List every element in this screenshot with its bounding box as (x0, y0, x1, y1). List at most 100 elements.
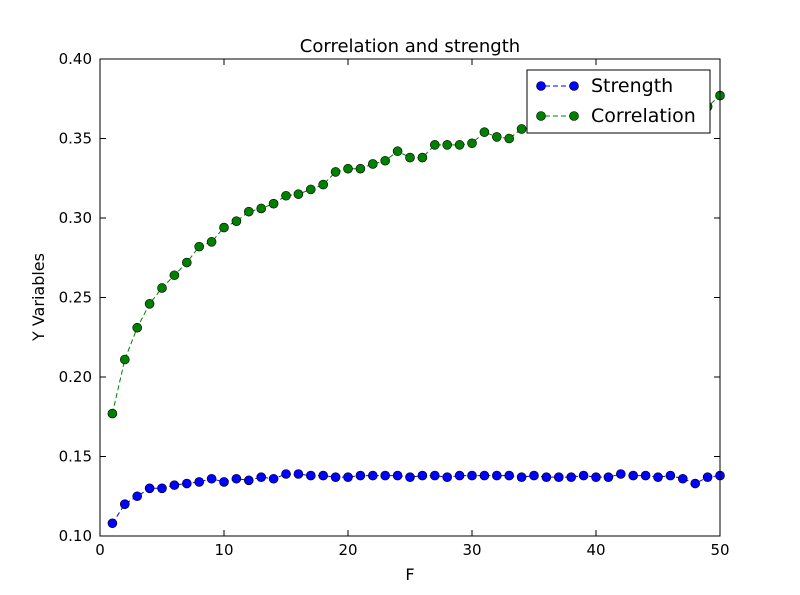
data-point-strength (417, 470, 428, 481)
data-point-strength (157, 483, 167, 494)
y-tick-label: 0.35 (59, 130, 92, 148)
data-point-correlation (219, 222, 229, 233)
data-point-strength (603, 472, 614, 482)
data-point-correlation (281, 190, 291, 201)
y-tick-label: 0.10 (59, 527, 92, 545)
data-point-strength (169, 480, 180, 490)
data-point-strength (231, 473, 242, 484)
data-point-strength (690, 478, 701, 489)
data-point-correlation (194, 241, 204, 252)
data-point-correlation (318, 179, 329, 190)
data-point-strength (206, 473, 217, 484)
data-point-correlation (132, 322, 142, 333)
y-tick-label: 0.25 (59, 289, 92, 307)
data-point-strength (429, 470, 440, 481)
data-point-strength (591, 472, 601, 482)
data-point-strength (553, 472, 564, 482)
data-point-correlation (256, 203, 267, 214)
data-point-strength (479, 470, 490, 481)
data-point-correlation (429, 140, 440, 150)
data-point-strength (194, 477, 204, 487)
data-point-strength (330, 472, 341, 482)
data-point-strength (566, 472, 577, 482)
data-point-strength (677, 473, 688, 484)
data-point-strength (367, 470, 378, 481)
data-point-strength (392, 470, 403, 481)
data-point-strength (615, 469, 626, 479)
data-point-strength (442, 472, 453, 482)
data-point-correlation (293, 189, 304, 199)
data-point-strength (182, 478, 192, 489)
data-point-correlation (244, 206, 254, 217)
data-point-correlation (367, 159, 378, 169)
data-point-correlation (157, 283, 167, 293)
data-point-strength (355, 470, 366, 481)
x-tick-label: 40 (586, 541, 605, 559)
data-point-strength (640, 470, 651, 481)
data-point-correlation (268, 198, 279, 209)
data-point-correlation (120, 354, 130, 365)
data-point-correlation (504, 133, 515, 144)
data-point-correlation (491, 132, 502, 142)
data-point-correlation (380, 155, 391, 166)
data-point-correlation (206, 237, 217, 247)
data-point-strength (380, 470, 391, 481)
data-point-strength (665, 470, 676, 481)
data-point-correlation (442, 140, 453, 150)
data-point-correlation (305, 184, 316, 195)
data-point-strength (529, 470, 539, 481)
x-axis-label: F (405, 565, 414, 584)
data-point-correlation (454, 140, 465, 150)
data-point-strength (144, 483, 155, 494)
data-point-strength (541, 472, 552, 482)
y-tick-label: 0.30 (59, 209, 92, 227)
data-point-strength (467, 470, 477, 481)
legend-label-strength: Strength (591, 75, 673, 97)
data-point-correlation (355, 163, 366, 174)
data-point-strength (305, 470, 316, 481)
data-point-correlation (182, 257, 192, 268)
data-point-strength (516, 472, 527, 482)
data-point-strength (219, 477, 229, 487)
data-point-correlation (231, 216, 242, 226)
data-point-strength (120, 499, 130, 510)
y-tick-label: 0.40 (59, 50, 92, 68)
series-line-strength (111, 473, 721, 524)
data-point-correlation (417, 152, 428, 163)
legend-marker-strength (536, 81, 546, 91)
data-point-correlation (392, 146, 403, 157)
data-point-correlation (479, 127, 490, 137)
data-point-correlation (330, 167, 341, 177)
data-point-strength (244, 475, 254, 486)
data-point-strength (628, 470, 639, 481)
legend-label-correlation: Correlation (591, 105, 696, 127)
data-point-correlation (169, 270, 180, 281)
data-point-strength (132, 491, 142, 502)
data-point-strength (268, 473, 279, 484)
legend-box (526, 69, 711, 134)
chart-title: Correlation and strength (300, 36, 520, 57)
data-point-strength (702, 472, 713, 482)
data-point-correlation (516, 124, 527, 134)
data-point-strength (504, 470, 515, 481)
data-point-correlation (343, 163, 353, 174)
legend: Strength Correlation (526, 69, 711, 134)
data-point-correlation (144, 299, 155, 309)
legend-marker-strength (569, 81, 579, 91)
x-tick-label: 30 (462, 541, 481, 559)
data-point-strength (318, 470, 329, 481)
x-tick-label: 0 (95, 541, 105, 559)
data-point-strength (343, 472, 353, 482)
legend-marker-correlation (569, 111, 579, 121)
data-point-strength (293, 469, 304, 479)
data-point-strength (281, 469, 291, 479)
data-point-correlation (467, 138, 477, 149)
data-point-strength (578, 470, 589, 481)
x-tick-label: 20 (338, 541, 357, 559)
data-point-strength (405, 472, 415, 482)
y-tick-label: 0.15 (59, 448, 92, 466)
data-point-strength (107, 518, 118, 529)
data-point-strength (653, 472, 663, 482)
x-tick-label: 10 (214, 541, 233, 559)
